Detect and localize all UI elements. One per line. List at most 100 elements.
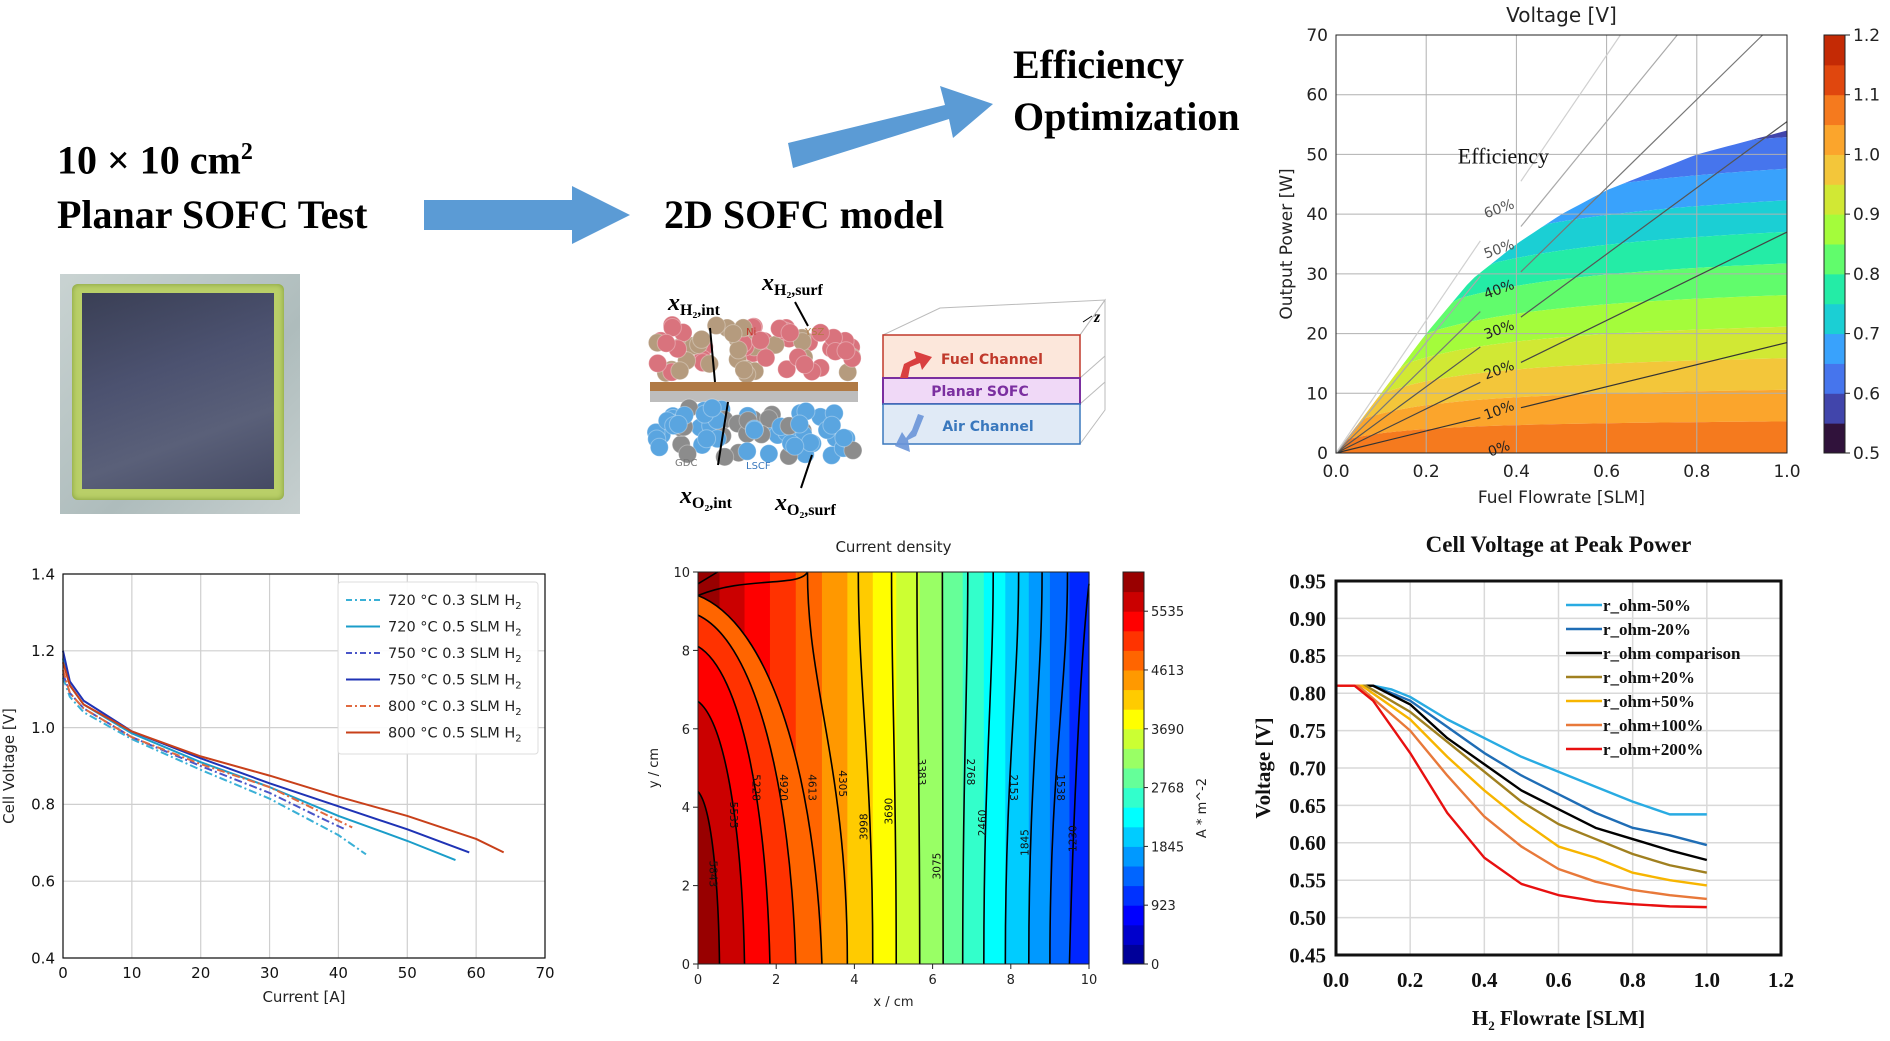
plot-frame (1335, 34, 1788, 454)
current-density-band (919, 572, 944, 964)
contour-line (806, 571, 849, 965)
x-tick-label: 6 (928, 973, 936, 988)
anode-particle (692, 329, 712, 349)
x-tick-label: 0 (58, 964, 68, 982)
colorbar-segment (1123, 611, 1144, 632)
anode-particle (662, 318, 682, 338)
colorbar-tick-label: 1845 (1151, 840, 1184, 855)
colorbar-segment (1824, 244, 1845, 275)
planar-sofc-label: Planar SOFC (931, 384, 1029, 400)
contour-label: 5535 (727, 802, 739, 829)
colorbar-segment (1123, 846, 1144, 867)
colorbar-tick-label: 3690 (1151, 723, 1184, 738)
x-tick-label: 0.2 (1397, 968, 1423, 992)
x-h2-surf-label: xH₂,surf (761, 270, 823, 299)
contour-line (857, 571, 874, 965)
cathode-particle (834, 428, 854, 448)
colorbar-segment (1123, 924, 1144, 945)
current-density-band (1049, 572, 1071, 964)
electrolyte-layer-gray (650, 391, 858, 402)
efficiency-line (1520, 341, 1788, 409)
anode-particle (777, 359, 797, 379)
contour-line (1068, 583, 1090, 965)
legend-label: 800 °C 0.5 SLM H2 (388, 726, 522, 745)
colorbar-frame (1823, 34, 1846, 454)
anode-particle (795, 355, 815, 375)
cathode-particle (649, 437, 669, 457)
anode-particle (670, 361, 690, 381)
legend-label: r_ohm+200% (1603, 740, 1703, 759)
contour-label: 3690 (883, 798, 895, 825)
colorbar-tick-label: 1.2 (1853, 26, 1880, 46)
h2-surf-pointer (794, 301, 809, 327)
efficiency-line (1520, 34, 1621, 182)
cathode-particle (678, 444, 698, 464)
contour-label: 4920 (777, 774, 789, 801)
anode-particle (734, 360, 754, 380)
efficiency-line (1520, 34, 1764, 273)
x-tick-label: 0.8 (1683, 462, 1710, 482)
colorbar-segment (1123, 689, 1144, 710)
arrow-right-icon (424, 186, 630, 244)
y-tick-label: 0.45 (1289, 943, 1326, 967)
contour-label: 3075 (931, 853, 943, 880)
legend-label: 800 °C 0.3 SLM H2 (388, 699, 522, 718)
series-line (1339, 684, 1708, 847)
x-tick-label: 4 (850, 973, 858, 988)
colorbar-tick-label: 0.9 (1853, 205, 1880, 225)
efficiency-line (1520, 231, 1788, 363)
contour-line (1027, 571, 1043, 965)
colorbar-tick-label: 2768 (1151, 782, 1184, 797)
anode-particle (780, 323, 800, 343)
x-tick-label: 10 (122, 964, 141, 982)
o2-int-pointer (717, 401, 729, 466)
colorbar-tick-label: 0.8 (1853, 265, 1880, 285)
colorbar-tick-label: 4613 (1151, 664, 1184, 679)
cathode-particle (702, 398, 722, 418)
colorbar-segment (1824, 393, 1845, 424)
y-tick-label: 0.8 (31, 796, 55, 814)
model-heading: 2D SOFC model (664, 192, 944, 237)
plot-frame (697, 571, 1090, 965)
cathode-particle (785, 436, 805, 456)
efficiency-line (1335, 240, 1481, 454)
x-tick-label: 1.2 (1768, 968, 1794, 992)
efficiency-line (1335, 417, 1481, 454)
test-size-heading: 10 × 10 cm2 (57, 140, 253, 180)
anode-particle (648, 353, 668, 373)
y-tick-label: 10 (1306, 384, 1328, 404)
arrow-up-right-icon (788, 86, 993, 168)
series-line (1339, 684, 1707, 816)
voltage-band (1340, 326, 1787, 448)
y-tick-label: 0.6 (31, 872, 55, 890)
colorbar-segment (1123, 709, 1144, 730)
colorbar-tick-label: 0.7 (1853, 325, 1880, 345)
series-line (1336, 684, 1707, 909)
cell-surface (82, 293, 274, 489)
air-flow-arrow-icon (895, 414, 924, 452)
colorbar-segment (1824, 94, 1845, 126)
y-tick-label: 0.70 (1289, 756, 1326, 780)
contour-label: 2460 (977, 810, 989, 837)
x-tick-label: 1.0 (1773, 462, 1800, 482)
contour-label: 1230 (1067, 825, 1079, 852)
efficiency-line (1335, 311, 1481, 454)
y-tick-label: 0.4 (31, 949, 55, 967)
anode-particle (656, 333, 676, 353)
anode-particles (647, 315, 862, 384)
x-tick-label: 0.0 (1323, 968, 1349, 992)
contour-line (697, 614, 797, 965)
x-tick-label: 0.0 (1322, 462, 1349, 482)
h2-int-pointer (709, 327, 716, 383)
cathode-particle (790, 414, 810, 434)
voltage-band (1340, 168, 1787, 448)
x-tick-label: 1.0 (1694, 968, 1720, 992)
y-tick-label: 0 (682, 958, 690, 973)
voltage-band (1340, 389, 1787, 448)
contour-line (1049, 571, 1069, 965)
efficiency-annotation: Efficiency (1458, 143, 1549, 168)
colorbar-tick-label: 5535 (1151, 605, 1184, 620)
o2-surf-pointer (800, 454, 813, 489)
colorbar-tick-label: 0 (1151, 958, 1159, 973)
y-tick-label: 0.50 (1289, 906, 1326, 930)
